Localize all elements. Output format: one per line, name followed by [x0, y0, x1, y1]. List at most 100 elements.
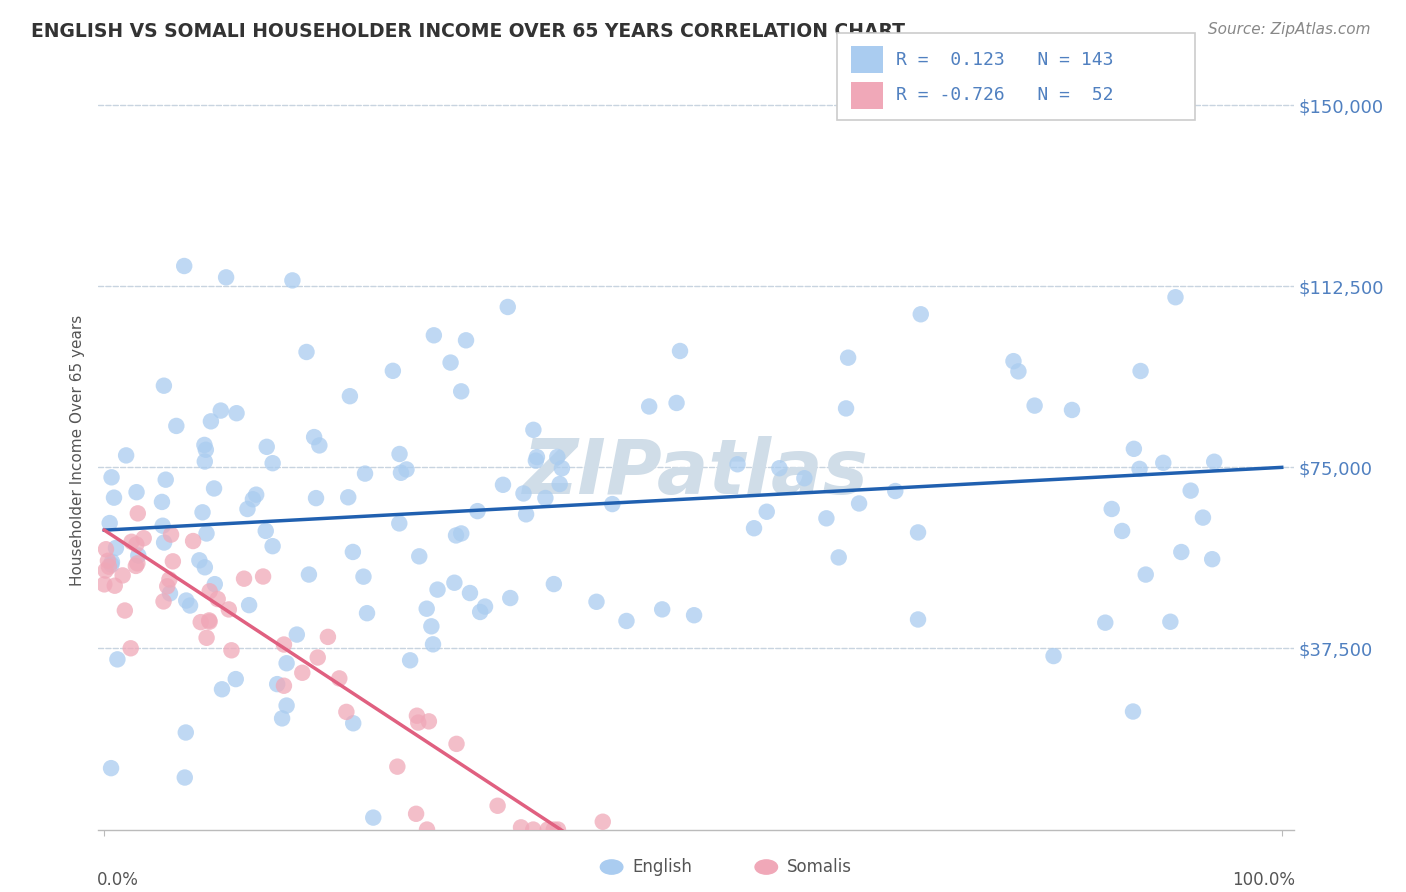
Point — [600, 497, 623, 511]
Point — [94, 542, 117, 557]
Point — [339, 389, 361, 403]
Point — [98, 516, 121, 530]
Point — [316, 630, 339, 644]
Point — [256, 440, 278, 454]
Point — [1204, 455, 1226, 469]
Point — [337, 490, 360, 504]
Point — [342, 545, 364, 559]
Point — [159, 586, 181, 600]
Point — [1024, 399, 1046, 413]
Point — [188, 553, 211, 567]
Point — [422, 637, 444, 651]
Point — [524, 453, 547, 467]
Text: ZIPatlas: ZIPatlas — [523, 436, 869, 510]
Point — [204, 577, 226, 591]
Point — [515, 508, 537, 522]
Point — [104, 579, 127, 593]
Point — [1129, 364, 1152, 378]
Point — [195, 526, 218, 541]
Point — [418, 714, 440, 729]
Point — [127, 549, 149, 563]
Point — [305, 491, 328, 505]
Point — [221, 643, 243, 657]
Point — [406, 708, 429, 723]
Point — [837, 351, 859, 365]
Point — [276, 657, 298, 671]
Point — [470, 605, 492, 619]
Point — [450, 526, 472, 541]
Point — [202, 482, 225, 496]
Point — [727, 457, 749, 471]
Point — [884, 483, 907, 498]
Point — [155, 473, 177, 487]
Point — [173, 259, 195, 273]
Point — [198, 614, 221, 628]
Point — [426, 582, 449, 597]
Point — [1007, 364, 1029, 378]
Point — [114, 603, 136, 617]
Point — [100, 470, 122, 484]
Point — [125, 485, 148, 500]
Point — [683, 608, 706, 623]
Point — [115, 449, 138, 463]
Text: ENGLISH VS SOMALI HOUSEHOLDER INCOME OVER 65 YEARS CORRELATION CHART: ENGLISH VS SOMALI HOUSEHOLDER INCOME OVE… — [31, 22, 905, 41]
Point — [308, 438, 330, 452]
Point — [307, 650, 329, 665]
Point — [174, 593, 197, 607]
Point — [198, 584, 221, 599]
Point — [526, 450, 548, 464]
Point — [1094, 615, 1116, 630]
Point — [450, 384, 472, 399]
Point — [537, 822, 560, 837]
Point — [238, 598, 260, 612]
Point — [446, 737, 468, 751]
Point — [181, 534, 204, 549]
Point — [496, 300, 519, 314]
Point — [153, 535, 176, 549]
Point — [152, 594, 174, 608]
Point — [107, 652, 129, 666]
Point — [1170, 545, 1192, 559]
Point — [510, 821, 533, 835]
Point — [388, 447, 411, 461]
Point — [285, 627, 308, 641]
Point — [100, 558, 122, 572]
Point — [492, 478, 515, 492]
Point — [420, 619, 443, 633]
Point — [665, 396, 688, 410]
Point — [828, 550, 851, 565]
Point — [194, 442, 217, 457]
Point — [209, 403, 232, 417]
Point — [335, 705, 357, 719]
Point — [353, 569, 375, 583]
Point — [198, 615, 221, 629]
Point — [522, 423, 544, 437]
Point — [191, 505, 214, 519]
Point — [121, 534, 143, 549]
Point — [755, 505, 778, 519]
Text: Source: ZipAtlas.com: Source: ZipAtlas.com — [1208, 22, 1371, 37]
Point — [111, 568, 134, 582]
Point — [215, 270, 238, 285]
Point — [254, 524, 277, 538]
Point — [328, 672, 350, 686]
Point — [200, 414, 222, 428]
Point — [638, 400, 661, 414]
Point — [361, 811, 384, 825]
Point — [669, 343, 692, 358]
Point — [1128, 462, 1150, 476]
Text: R = -0.726   N =  52: R = -0.726 N = 52 — [896, 87, 1114, 104]
Point — [467, 504, 489, 518]
Point — [103, 491, 125, 505]
Point — [439, 355, 461, 369]
Point — [262, 456, 284, 470]
Point — [295, 345, 318, 359]
Point — [342, 716, 364, 731]
Point — [1122, 705, 1144, 719]
Point — [127, 557, 149, 571]
Point — [153, 378, 176, 392]
Point — [768, 461, 790, 475]
Point — [793, 471, 815, 485]
Point — [225, 406, 247, 420]
Point — [236, 502, 259, 516]
